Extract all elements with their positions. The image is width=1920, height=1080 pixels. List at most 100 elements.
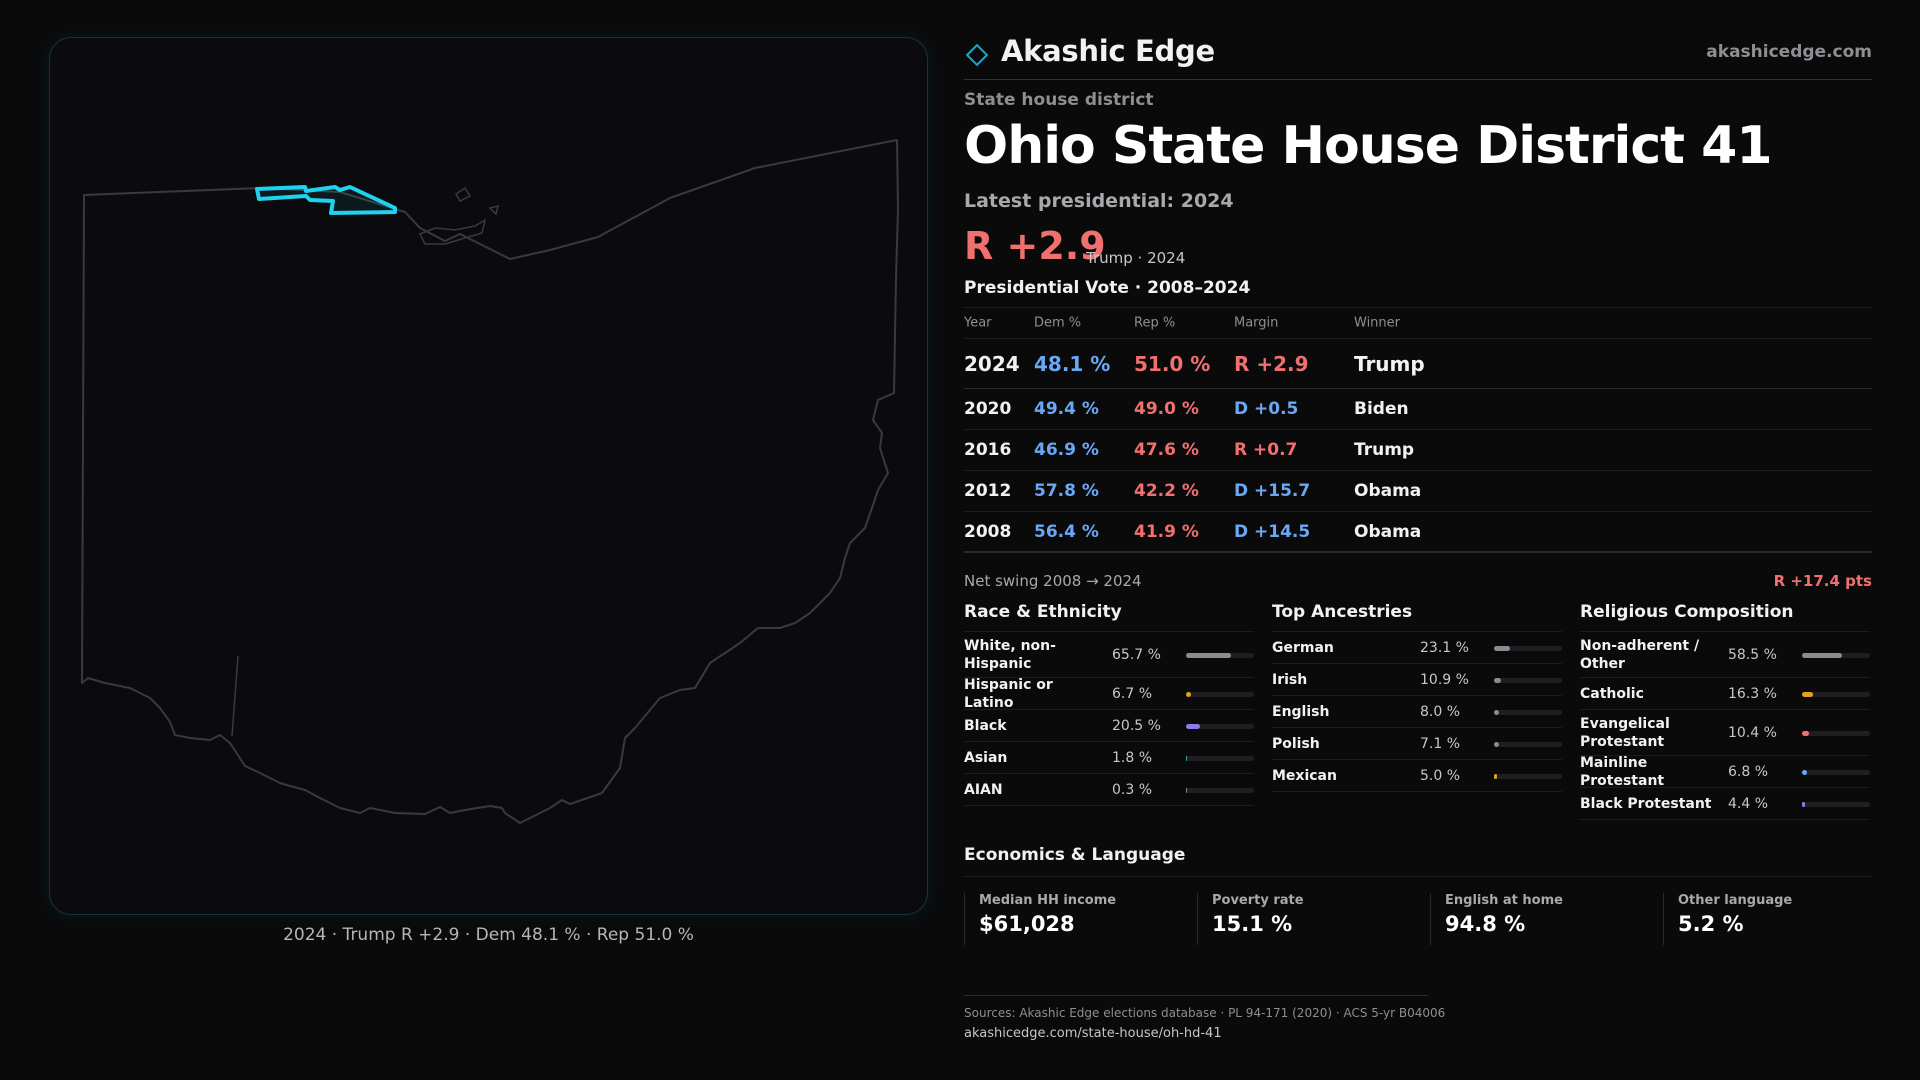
dem-cell: 48.1 % [1034, 351, 1111, 376]
presidential-vote-table: Year Dem % Rep % Margin Winner 2024 48.1… [964, 307, 1872, 553]
diamond-outline-icon [966, 44, 988, 66]
bar-track [1494, 677, 1562, 683]
list-item: Mexican 5.0 % [1272, 760, 1562, 792]
dem-cell: 49.4 % [1034, 399, 1099, 419]
year-cell: 2024 [964, 351, 1020, 376]
page-title: Ohio State House District 41 [964, 116, 1773, 176]
item-label: Evangelical Protestant [1580, 715, 1670, 750]
bar-track [1494, 645, 1562, 651]
column-header-winner: Winner [1354, 315, 1401, 331]
bar-fill [1186, 652, 1231, 658]
rep-cell: 42.2 % [1134, 481, 1199, 501]
year-cell: 2020 [964, 399, 1012, 419]
item-label: White, non-Hispanic [964, 637, 1056, 672]
item-label: Catholic [1580, 685, 1644, 702]
item-label: Non-adherent / Other [1580, 637, 1700, 672]
year-cell: 2008 [964, 521, 1012, 542]
list-item: Hispanic or Latino 6.7 % [964, 676, 1254, 711]
state-map [81, 139, 899, 824]
item-value: 4.4 % [1728, 795, 1769, 812]
list-item: Catholic 16.3 % [1580, 678, 1870, 710]
bar-fill [1494, 773, 1498, 779]
econ-label: Poverty rate [1212, 893, 1304, 908]
map-caption: 2024 · Trump R +2.9 · Dem 48.1 % · Rep 5… [283, 925, 694, 945]
bar-fill [1494, 645, 1510, 651]
bar-track [1494, 741, 1562, 747]
econ-label: English at home [1445, 893, 1563, 908]
section-title: Top Ancestries [1272, 602, 1562, 632]
table-row: 2012 57.8 % 42.2 % D +15.7 Obama [964, 471, 1872, 512]
item-value: 8.0 % [1420, 703, 1461, 720]
econ-value: 94.8 % [1445, 912, 1526, 936]
item-value: 58.5 % [1728, 646, 1777, 663]
rep-cell: 49.0 % [1134, 399, 1199, 419]
county-line [231, 655, 239, 737]
item-label: Black Protestant [1580, 795, 1712, 812]
winner-cell: Trump [1354, 440, 1415, 460]
bar-track [1186, 691, 1254, 697]
vote-table-title: Presidential Vote · 2008–2024 [964, 278, 1251, 298]
item-label: Mainline Protestant [1580, 754, 1665, 789]
item-label: Polish [1272, 735, 1320, 752]
list-item: English 8.0 % [1272, 696, 1562, 728]
table-row: 2008 56.4 % 41.9 % D +14.5 Obama [964, 512, 1872, 553]
bar-track [1802, 769, 1870, 775]
margin-cell: D +0.5 [1234, 399, 1299, 419]
item-value: 65.7 % [1112, 646, 1161, 663]
column-header-dem: Dem % [1034, 315, 1082, 331]
item-label: AIAN [964, 781, 1003, 798]
dem-cell: 57.8 % [1034, 481, 1099, 501]
bar-fill [1802, 769, 1807, 775]
econ-value: 5.2 % [1678, 912, 1744, 936]
headline-margin-sub: Trump · 2024 [1086, 249, 1186, 267]
district-41-shape[interactable] [255, 185, 397, 215]
bar-fill [1494, 709, 1500, 715]
bar-fill [1186, 787, 1188, 793]
item-label: Irish [1272, 671, 1308, 688]
item-value: 23.1 % [1420, 639, 1469, 656]
brand-name: Akashic Edge [1001, 34, 1215, 68]
item-value: 5.0 % [1420, 767, 1461, 784]
district-type: State house district [964, 90, 1154, 110]
bar-fill [1494, 677, 1502, 683]
econ-label: Other language [1678, 893, 1793, 908]
econ-poverty-rate: Poverty rate 15.1 % [1197, 893, 1415, 945]
religion-section: Religious Composition Non-adherent / Oth… [1580, 602, 1870, 820]
dem-cell: 56.4 % [1034, 521, 1099, 542]
bar-fill [1802, 730, 1810, 736]
column-header-margin: Margin [1234, 315, 1279, 331]
econ-median-income: Median HH income $61,028 [964, 893, 1182, 945]
item-value: 6.8 % [1728, 763, 1769, 780]
net-swing: Net swing 2008 → 2024 R +17.4 pts [964, 572, 1872, 590]
bar-fill [1802, 652, 1842, 658]
bar-fill [1186, 691, 1191, 697]
net-swing-value: R +17.4 pts [1773, 572, 1872, 590]
rep-cell: 47.6 % [1134, 440, 1199, 460]
bar-track [1494, 709, 1562, 715]
bar-track [1802, 691, 1870, 697]
list-item: Polish 7.1 % [1272, 728, 1562, 760]
bar-fill [1802, 691, 1814, 697]
winner-cell: Obama [1354, 481, 1422, 501]
bar-fill [1802, 801, 1805, 807]
bar-track [1186, 755, 1254, 761]
list-item: White, non-Hispanic 65.7 % [964, 632, 1254, 678]
margin-cell: R +0.7 [1234, 440, 1298, 460]
list-item: Mainline Protestant 6.8 % [1580, 754, 1870, 789]
brand-url-link[interactable]: akashicedge.com [1706, 42, 1872, 62]
table-header-row: Year Dem % Rep % Margin Winner [964, 308, 1872, 339]
item-value: 1.8 % [1112, 749, 1153, 766]
list-item: Black Protestant 4.4 % [1580, 788, 1870, 820]
item-label: Hispanic or Latino [964, 676, 1053, 711]
bar-track [1186, 787, 1254, 793]
section-title: Religious Composition [1580, 602, 1870, 632]
bar-track [1802, 730, 1870, 736]
latest-presidential-label: Latest presidential: 2024 [964, 190, 1234, 212]
sources-footer: Sources: Akashic Edge elections database… [964, 995, 1445, 1041]
brand-header: Akashic Edge akashicedge.com [964, 34, 1872, 80]
economics-section-title: Economics & Language [964, 845, 1872, 877]
econ-value: 15.1 % [1212, 912, 1293, 936]
item-label: English [1272, 703, 1330, 720]
list-item: Non-adherent / Other 58.5 % [1580, 632, 1870, 678]
permalink[interactable]: akashicedge.com/state-house/oh-hd-41 [964, 1026, 1222, 1041]
